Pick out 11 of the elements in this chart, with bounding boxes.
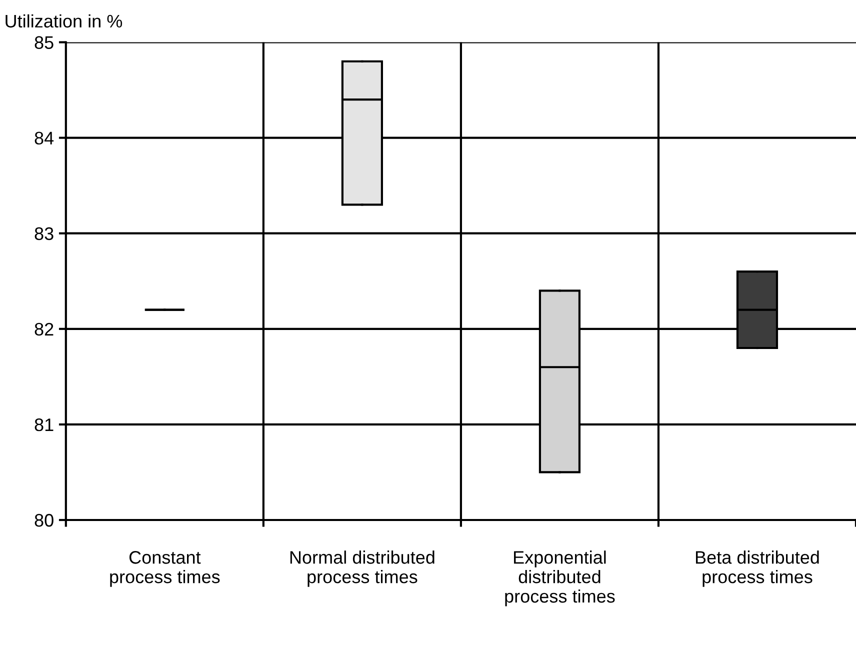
y-tick-label: 82 [34, 322, 54, 336]
y-tick-label: 83 [34, 227, 54, 240]
y-tick-label: 80 [34, 514, 54, 527]
x-tick-label: Beta distributed process times [696, 550, 819, 587]
x-tick-label: Normal distributed process times [290, 550, 434, 587]
y-axis-title: Utilization in % [6, 14, 122, 28]
y-tick-label: 84 [34, 132, 54, 145]
y-tick-label: 81 [34, 418, 54, 432]
y-tick-label: 85 [34, 36, 54, 49]
x-tick-label: Exponential distributed process times [505, 550, 615, 606]
x-tick-label: Constant process times [110, 551, 220, 587]
